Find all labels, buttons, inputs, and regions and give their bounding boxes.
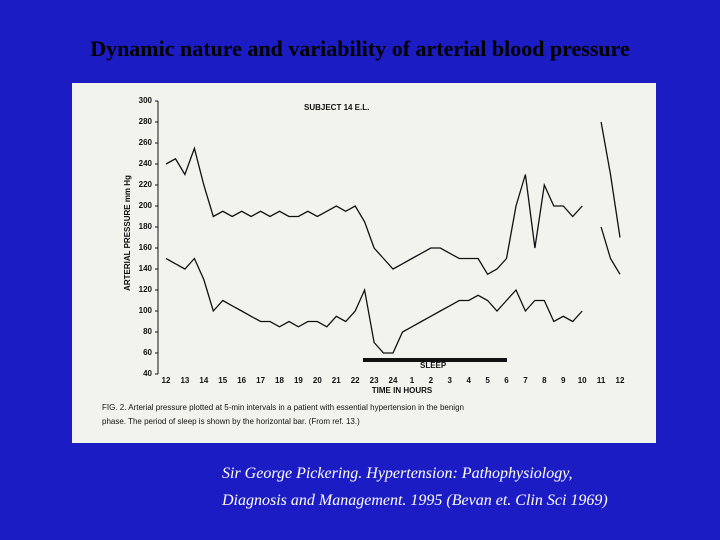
y-tick-label: 140: [139, 264, 153, 273]
x-tick-label: 17: [256, 376, 265, 385]
x-tick-label: 12: [616, 376, 625, 385]
citation-line: Sir George Pickering. Hypertension: Path…: [222, 465, 573, 482]
y-tick-label: 160: [139, 243, 153, 252]
figure-background: [72, 83, 656, 443]
y-tick-label: 200: [139, 201, 153, 210]
x-tick-label: 4: [466, 376, 471, 385]
x-tick-label: 5: [485, 376, 490, 385]
x-tick-label: 23: [370, 376, 379, 385]
y-tick-label: 60: [143, 348, 152, 357]
y-tick-label: 240: [139, 159, 153, 168]
x-tick-label: 3: [448, 376, 453, 385]
y-axis-label: ARTERIAL PRESSURE mm Hg: [123, 175, 132, 291]
x-tick-label: 2: [429, 376, 434, 385]
x-tick-label: 24: [389, 376, 398, 385]
series-line: [165, 226, 621, 354]
x-tick-label: 19: [294, 376, 303, 385]
y-tick-label: 300: [139, 96, 153, 105]
x-tick-label: 22: [351, 376, 360, 385]
x-axis-label: TIME IN HOURS: [372, 386, 433, 395]
citation: Sir George Pickering. Hypertension: Path…: [222, 460, 608, 514]
x-tick-label: 20: [313, 376, 322, 385]
y-tick-label: 40: [143, 369, 152, 378]
sleep-bar: [363, 358, 507, 362]
y-tick-label: 220: [139, 180, 153, 189]
series-line: [165, 121, 621, 276]
x-tick-label: 6: [504, 376, 509, 385]
y-tick-label: 280: [139, 117, 153, 126]
x-tick-label: 16: [237, 376, 246, 385]
caption: FIG. 2. Arterial pressure plotted at 5-m…: [102, 403, 464, 412]
x-tick-label: 13: [180, 376, 189, 385]
x-tick-label: 15: [218, 376, 227, 385]
x-tick-label: 10: [578, 376, 587, 385]
y-tick-label: 180: [139, 222, 153, 231]
x-tick-label: 1: [410, 376, 415, 385]
x-tick-label: 11: [597, 376, 606, 385]
chart: SUBJECT 14 E.L. ARTERIAL PRESSURE mm Hg TI…: [72, 83, 656, 443]
citation-line: Diagnosis and Management. 1995 (Bevan et…: [222, 492, 608, 509]
caption: phase. The period of sleep is shown by t…: [102, 417, 360, 426]
slide-title: Dynamic nature and variability of arteri…: [90, 36, 630, 61]
x-tick-label: 7: [523, 376, 528, 385]
x-tick-label: 14: [199, 376, 208, 385]
x-tick-label: 9: [561, 376, 566, 385]
y-tick-label: 100: [139, 306, 153, 315]
annotation: SLEEP: [420, 361, 447, 370]
y-tick-label: 80: [143, 327, 152, 336]
chart-title: SUBJECT 14 E.L.: [304, 103, 369, 112]
x-tick-label: 12: [162, 376, 171, 385]
x-tick-label: 8: [542, 376, 547, 385]
x-tick-label: 18: [275, 376, 284, 385]
x-tick-label: 21: [332, 376, 341, 385]
y-tick-label: 260: [139, 138, 153, 147]
y-tick-label: 120: [139, 285, 153, 294]
